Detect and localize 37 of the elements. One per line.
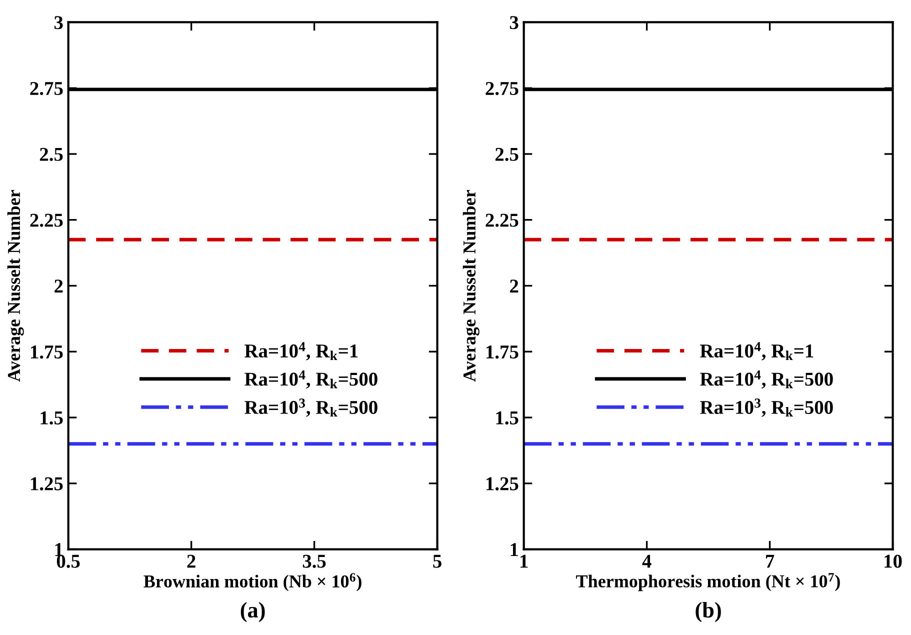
x-tick-label: 5 [433,554,442,568]
y-tick-label: 1 [510,543,518,556]
x-tick-label: 0.5 [56,554,80,568]
y-tick-label: 1.75 [486,346,518,359]
y-tick-label: 2.75 [486,82,518,96]
x-tick-label: 4 [642,554,652,568]
text: (a) [240,602,265,622]
y-tick-label: 2 [510,280,518,292]
legend-label: Ra=10$^{3}$, R$_{k}$=500 [700,398,833,417]
legend-label: Ra=10$^{4}$, R$_{k}$=500 [244,370,378,389]
y-tick-label: 1.25 [30,477,63,490]
y-tick-label: 1.25 [486,477,518,490]
y-tick-label: 2.25 [486,214,518,227]
x-tick-label: 10 [884,554,902,568]
y-tick-label: 3 [510,16,518,30]
legend-label: Ra=10$^{4}$, R$_{k}$=1 [700,342,814,360]
y-tick-label: 2 [54,280,63,292]
text: (b) [696,602,721,622]
y-tick-label: 3 [54,16,63,30]
legend-label: Ra=10$^{4}$, R$_{k}$=1 [244,342,358,360]
x-tick-label: 2 [187,554,196,568]
y-axis-title: Average Nusselt Number [462,190,480,382]
x-tick-label: 7 [766,554,774,568]
x-tick-label: 3.5 [302,554,326,568]
legend-label: Ra=10$^{4}$, R$_{k}$=500 [700,370,833,389]
y-tick-label: 2.25 [30,214,63,227]
y-tick-label: 2.5 [495,148,518,162]
y-tick-label: 2.5 [40,148,63,162]
y-tick-label: 1.75 [30,346,63,359]
x-axis-title: Thermophoresis motion (Nt × 10$^{7}$) [576,573,840,592]
x-tick-label: 1 [520,554,528,568]
legend-label: Ra=10$^{3}$, R$_{k}$=500 [244,398,378,417]
x-axis-title: Brownian motion (Nb × 10$^{6}$) [144,573,362,592]
y-axis-title: Average Nusselt Number [7,190,24,382]
y-tick-label: 2.75 [30,82,63,96]
y-tick-label: 1.5 [496,411,518,425]
y-tick-label: 1.5 [40,411,63,425]
